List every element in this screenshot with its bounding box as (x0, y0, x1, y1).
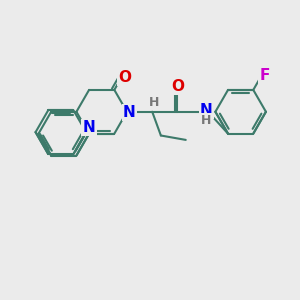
Text: O: O (118, 70, 131, 85)
Text: H: H (148, 96, 159, 110)
Text: O: O (171, 79, 184, 94)
Text: N: N (83, 120, 95, 135)
Text: F: F (259, 68, 270, 83)
Text: N: N (200, 103, 213, 118)
Text: H: H (201, 114, 211, 127)
Text: N: N (123, 105, 136, 120)
